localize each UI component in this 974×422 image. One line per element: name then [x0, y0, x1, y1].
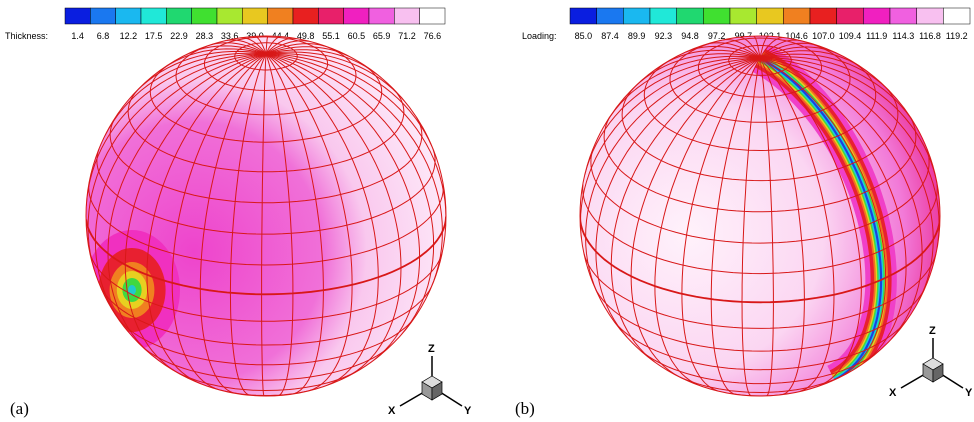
legend-tick: 60.5	[348, 31, 366, 41]
legend-tick: 12.2	[120, 31, 138, 41]
legend-tick: 92.3	[655, 31, 673, 41]
legend-title: Thickness:	[5, 31, 48, 41]
legend-tick: 87.4	[601, 31, 619, 41]
legend-swatch	[268, 8, 293, 24]
legend-tick: 85.0	[575, 31, 593, 41]
legend-swatch	[217, 8, 242, 24]
legend-swatch	[369, 8, 394, 24]
axis-y	[440, 392, 462, 406]
legend-swatch	[166, 8, 191, 24]
legend-tick: 107.0	[812, 31, 835, 41]
axis-x	[901, 374, 925, 388]
legend-swatch	[570, 8, 597, 24]
legend-tick: 89.9	[628, 31, 646, 41]
figure: Thickness:1.46.812.217.522.928.333.639.0…	[0, 0, 974, 422]
legend-swatch	[344, 8, 369, 24]
legend-swatch	[242, 8, 267, 24]
legend-swatch	[837, 8, 864, 24]
legend-tick: 109.4	[839, 31, 862, 41]
legend-tick: 22.9	[170, 31, 188, 41]
legend-tick: 6.8	[97, 31, 110, 41]
axis-label-y: Y	[464, 405, 472, 417]
legend-tick: 55.1	[322, 31, 340, 41]
legend-swatch	[318, 8, 343, 24]
axis-x	[400, 392, 424, 406]
legend-swatch	[192, 8, 217, 24]
panel-label: (a)	[10, 399, 29, 418]
legend-tick: 1.4	[71, 31, 84, 41]
legend-swatch	[677, 8, 704, 24]
legend-swatch	[597, 8, 624, 24]
legend-swatch	[394, 8, 419, 24]
axis-label-x: X	[889, 387, 897, 399]
legend-swatch	[141, 8, 166, 24]
legend-tick: 116.8	[919, 31, 941, 41]
sphere	[580, 36, 940, 396]
legend-swatch	[90, 8, 115, 24]
axis-label-z: Z	[929, 325, 936, 337]
axis-y	[941, 374, 963, 388]
legend-swatch	[650, 8, 677, 24]
legend-tick: 65.9	[373, 31, 391, 41]
legend-swatch	[943, 8, 970, 24]
panel-label: (b)	[515, 399, 535, 418]
legend-swatch	[703, 8, 730, 24]
legend-swatch	[293, 8, 318, 24]
legend-swatch	[116, 8, 141, 24]
legend-swatch	[730, 8, 757, 24]
legend-swatch	[65, 8, 90, 24]
legend-tick: 76.6	[424, 31, 442, 41]
legend-swatch	[810, 8, 837, 24]
legend-swatch	[420, 8, 445, 24]
axis-label-x: X	[388, 405, 396, 417]
legend-swatch	[783, 8, 810, 24]
legend-tick: 114.3	[892, 31, 914, 41]
legend-tick: 28.3	[196, 31, 214, 41]
legend-swatch	[863, 8, 890, 24]
legend-tick: 119.2	[946, 31, 968, 41]
legend-swatch	[623, 8, 650, 24]
axis-label-y: Y	[965, 387, 973, 399]
legend-swatch	[890, 8, 917, 24]
legend-swatch	[917, 8, 944, 24]
legend-tick: 94.8	[681, 31, 699, 41]
sphere	[84, 36, 446, 396]
legend-tick: 17.5	[145, 31, 163, 41]
axis-label-z: Z	[428, 343, 435, 355]
legend-title: Loading:	[522, 31, 557, 41]
legend-tick: 71.2	[398, 31, 416, 41]
legend-tick: 111.9	[866, 31, 887, 41]
legend-swatch	[757, 8, 784, 24]
